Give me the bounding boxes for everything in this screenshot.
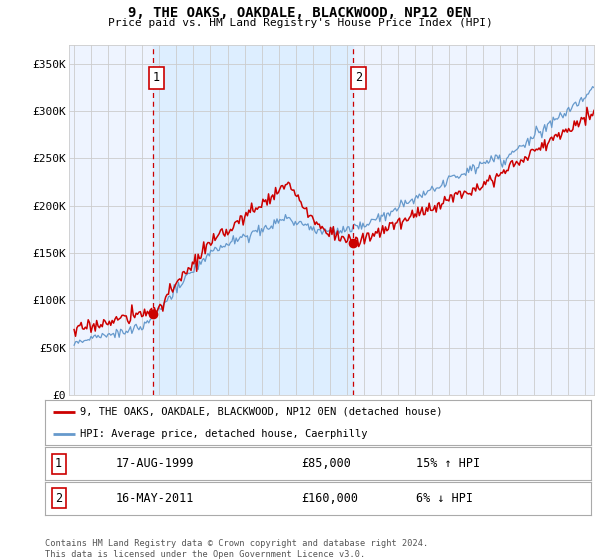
Text: Price paid vs. HM Land Registry's House Price Index (HPI): Price paid vs. HM Land Registry's House …	[107, 18, 493, 29]
Text: £160,000: £160,000	[302, 492, 359, 505]
Text: 17-AUG-1999: 17-AUG-1999	[116, 457, 194, 470]
Text: 1: 1	[55, 457, 62, 470]
Text: £85,000: £85,000	[302, 457, 352, 470]
Text: Contains HM Land Registry data © Crown copyright and database right 2024.
This d: Contains HM Land Registry data © Crown c…	[45, 539, 428, 559]
Text: 16-MAY-2011: 16-MAY-2011	[116, 492, 194, 505]
Text: 9, THE OAKS, OAKDALE, BLACKWOOD, NP12 0EN: 9, THE OAKS, OAKDALE, BLACKWOOD, NP12 0E…	[128, 6, 472, 20]
Text: 15% ↑ HPI: 15% ↑ HPI	[416, 457, 481, 470]
Text: HPI: Average price, detached house, Caerphilly: HPI: Average price, detached house, Caer…	[80, 429, 368, 439]
Bar	[153, 45, 353, 395]
Text: 9, THE OAKS, OAKDALE, BLACKWOOD, NP12 0EN (detached house): 9, THE OAKS, OAKDALE, BLACKWOOD, NP12 0E…	[80, 407, 443, 417]
Text: 2: 2	[55, 492, 62, 505]
Text: 2: 2	[355, 72, 362, 85]
Text: 6% ↓ HPI: 6% ↓ HPI	[416, 492, 473, 505]
Text: 1: 1	[153, 72, 160, 85]
